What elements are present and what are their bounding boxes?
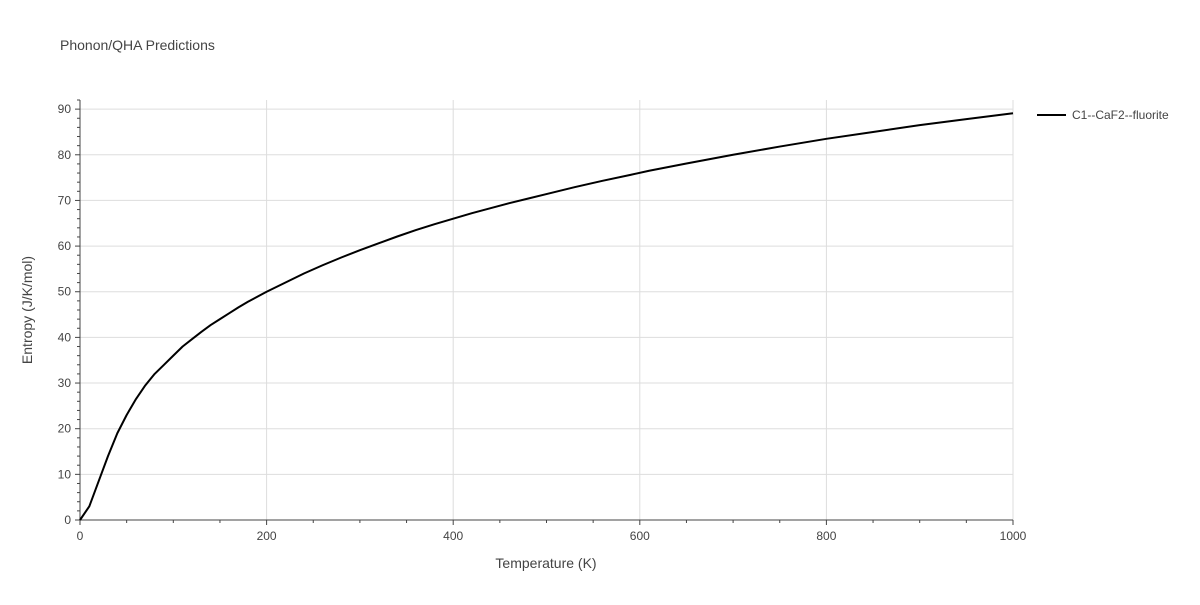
y-tick-label: 70 xyxy=(58,193,72,207)
y-tick-label: 90 xyxy=(58,102,72,116)
grid-lines xyxy=(80,100,1014,520)
axes xyxy=(79,100,1013,521)
x-tick-label: 400 xyxy=(443,529,463,543)
tick-labels: 0 200 400 600 800 1000 0 10 20 30 40 50 60 70 80 90 xyxy=(58,102,1027,543)
y-tick-label: 10 xyxy=(58,467,72,481)
y-tick-label: 50 xyxy=(58,285,72,299)
legend-label: C1--CaF2--fluorite xyxy=(1072,108,1169,122)
chart-title: Phonon/QHA Predictions xyxy=(60,37,215,53)
series-line-0[interactable] xyxy=(79,112,1014,521)
y-tick-label: 0 xyxy=(64,513,71,527)
y-tick-label: 60 xyxy=(58,239,72,253)
legend[interactable]: C1--CaF2--fluorite xyxy=(1037,108,1169,122)
minor-ticks xyxy=(77,99,967,523)
x-axis-label: Temperature (K) xyxy=(495,555,596,571)
y-axis-label: Entropy (J/K/mol) xyxy=(19,256,35,364)
y-tick-label: 30 xyxy=(58,376,72,390)
x-tick-label: 1000 xyxy=(1000,529,1027,543)
y-tick-label: 80 xyxy=(58,148,72,162)
x-tick-label: 800 xyxy=(816,529,836,543)
series-layer xyxy=(79,112,1014,521)
x-tick-label: 600 xyxy=(630,529,650,543)
y-tick-label: 40 xyxy=(58,330,72,344)
x-tick-label: 200 xyxy=(257,529,277,543)
y-tick-label: 20 xyxy=(58,422,72,436)
x-tick-label: 0 xyxy=(77,529,84,543)
